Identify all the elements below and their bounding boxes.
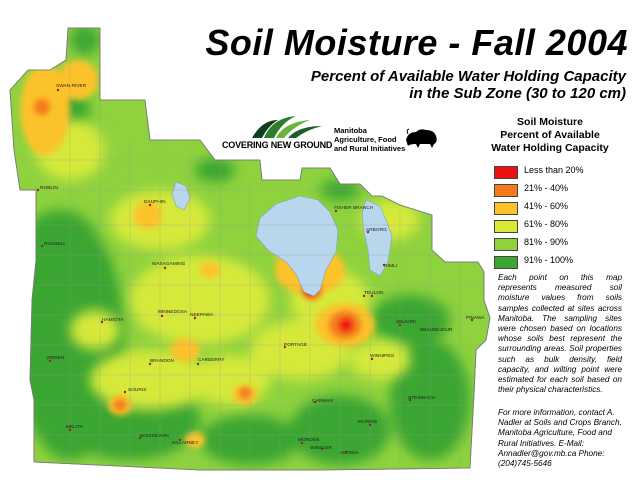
manitoba-logo-line: Manitoba <box>334 126 367 135</box>
town-label: VIRDEN <box>46 356 65 361</box>
manitoba-logo-line: Agriculture, Food <box>334 135 397 144</box>
covering-new-ground-logo: COVERING NEW GROUND <box>222 112 332 156</box>
town-label: MELITA <box>66 425 83 430</box>
legend-label: 91% - 100% <box>524 255 574 265</box>
legend-swatch <box>494 220 518 233</box>
town-label: FISHER BRANCH <box>334 206 374 211</box>
page-title: Soil Moisture - Fall 2004 <box>205 22 628 63</box>
town-label: ROBLIN <box>40 186 58 191</box>
town-label: KILLARNEY <box>172 441 199 446</box>
town-label: WINNIPEG <box>370 354 395 359</box>
town-label: NEEPAWA <box>190 313 214 318</box>
legend-title-line: Soil Moisture <box>517 116 583 128</box>
legend-item: Less than 20% <box>486 163 636 181</box>
lake-dauphin <box>171 181 191 211</box>
legend-label: 41% - 60% <box>524 201 569 211</box>
legend-label: 21% - 40% <box>524 183 569 193</box>
town-label: DAUPHIN <box>144 200 166 205</box>
methodology-note: Each point on this map represents measur… <box>498 273 622 395</box>
legend-item: 81% - 90% <box>486 235 636 253</box>
town-label: RUSSELL <box>44 242 66 247</box>
legend-swatch <box>494 202 518 215</box>
subtitle-line: in the Sub Zone (30 to 120 cm) <box>409 85 626 102</box>
town-label: WASAGAMING <box>152 262 186 267</box>
town-label: SWAN RIVER <box>56 84 87 89</box>
contact-info: For more information, contact A. Nadler … <box>498 408 622 469</box>
legend-label: 81% - 90% <box>524 237 569 247</box>
bison-icon <box>406 128 437 148</box>
town-label: STEINBACH <box>408 396 436 401</box>
town-label: BRANDON <box>150 359 174 364</box>
town-label: MORRIS <box>358 420 378 425</box>
town-label: MINNEDOSA <box>158 310 188 315</box>
legend-swatch <box>494 256 518 269</box>
town-label: SELKIRK <box>396 320 417 325</box>
manitoba-logo-line: and Rural Initiatives <box>334 144 406 153</box>
town-label: PORTAGE <box>284 343 308 348</box>
legend-swatch <box>494 166 518 179</box>
page-subtitle: Percent of Available Water Holding Capac… <box>311 68 626 102</box>
town-label: CARBERRY <box>198 358 225 363</box>
town-label: PINAWA <box>466 316 485 321</box>
town-label: HAMIOTA <box>102 318 124 323</box>
legend-item: 91% - 100% <box>486 253 636 271</box>
legend-item: 41% - 60% <box>486 199 636 217</box>
legend: Soil Moisture Percent of Available Water… <box>486 116 636 271</box>
town-label: WINKLER <box>310 446 332 451</box>
lake-winnipeg <box>255 195 339 297</box>
town-label: CARMAN <box>312 399 333 404</box>
town-label: TEULON <box>364 291 384 296</box>
legend-swatch <box>494 184 518 197</box>
lake-winnipeg-south <box>361 199 393 277</box>
legend-title-line: Water Holding Capacity <box>491 142 609 154</box>
town-label: GIMLI <box>384 264 398 269</box>
manitoba-agriculture-logo: Manitoba Agriculture, Food and Rural Ini… <box>334 116 444 156</box>
legend-item: 61% - 80% <box>486 217 636 235</box>
town-label: SOURIS <box>128 388 147 393</box>
town-label: ALTONA <box>340 451 359 456</box>
legend-swatch <box>494 238 518 251</box>
legend-item: 21% - 40% <box>486 181 636 199</box>
town-label: ARBORG <box>366 228 387 233</box>
covering-new-ground-text: COVERING NEW GROUND <box>222 140 333 150</box>
town-label: BEAUSEJOUR <box>420 328 453 333</box>
subtitle-line: Percent of Available Water Holding Capac… <box>310 68 626 85</box>
legend-title-line: Percent of Available <box>500 129 600 141</box>
town-label: MORDEN <box>298 438 320 443</box>
legend-title: Soil Moisture Percent of Available Water… <box>486 116 614 155</box>
legend-label: Less than 20% <box>524 165 584 175</box>
legend-label: 61% - 80% <box>524 219 569 229</box>
leaf-swoosh-icon <box>252 116 322 138</box>
town-label: BOISSEVAIN <box>140 434 169 439</box>
